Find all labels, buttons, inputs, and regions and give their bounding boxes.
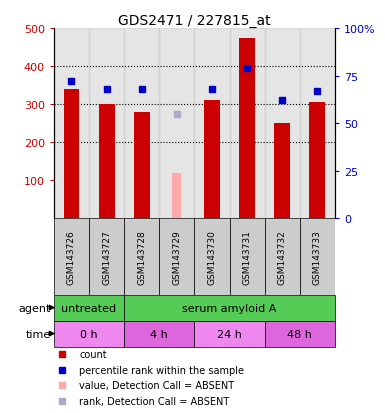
- Bar: [264, 29, 300, 219]
- Text: GSM143733: GSM143733: [313, 230, 322, 284]
- Bar: [194, 29, 229, 219]
- Bar: [54, 219, 89, 295]
- Bar: [310, 103, 325, 219]
- Bar: [89, 219, 124, 295]
- Bar: [172, 173, 181, 219]
- Text: 24 h: 24 h: [217, 329, 242, 339]
- Bar: [264, 219, 300, 295]
- Text: 48 h: 48 h: [287, 329, 312, 339]
- Text: GSM143726: GSM143726: [67, 230, 76, 284]
- Text: GSM143729: GSM143729: [172, 230, 181, 284]
- Text: 4 h: 4 h: [151, 329, 168, 339]
- Text: rank, Detection Call = ABSENT: rank, Detection Call = ABSENT: [79, 396, 229, 406]
- Text: untreated: untreated: [62, 303, 117, 313]
- Text: GSM143728: GSM143728: [137, 230, 146, 284]
- Text: 0 h: 0 h: [80, 329, 98, 339]
- Title: GDS2471 / 227815_at: GDS2471 / 227815_at: [118, 14, 271, 28]
- Bar: [229, 219, 265, 295]
- Text: agent: agent: [19, 303, 51, 313]
- Bar: [89, 29, 124, 219]
- Bar: [229, 29, 265, 219]
- Bar: [124, 29, 159, 219]
- Text: serum amyloid A: serum amyloid A: [182, 303, 277, 313]
- Bar: [99, 105, 114, 219]
- Bar: [159, 29, 194, 219]
- Text: value, Detection Call = ABSENT: value, Detection Call = ABSENT: [79, 380, 234, 391]
- Bar: [239, 38, 255, 219]
- Bar: [159, 219, 194, 295]
- Text: GSM143732: GSM143732: [278, 230, 287, 284]
- Text: count: count: [79, 349, 107, 359]
- Text: GSM143731: GSM143731: [243, 230, 252, 284]
- Bar: [124, 295, 335, 321]
- Bar: [54, 29, 89, 219]
- Bar: [134, 112, 150, 219]
- Bar: [265, 321, 335, 347]
- Bar: [194, 321, 265, 347]
- Text: time: time: [26, 329, 51, 339]
- Bar: [194, 219, 229, 295]
- Text: GSM143730: GSM143730: [208, 230, 216, 284]
- Bar: [124, 321, 194, 347]
- Text: GSM143727: GSM143727: [102, 230, 111, 284]
- Bar: [124, 219, 159, 295]
- Text: percentile rank within the sample: percentile rank within the sample: [79, 365, 244, 375]
- Bar: [300, 29, 335, 219]
- Bar: [64, 90, 79, 219]
- Bar: [275, 124, 290, 219]
- Bar: [300, 219, 335, 295]
- Bar: [54, 321, 124, 347]
- Bar: [54, 295, 124, 321]
- Bar: [204, 101, 220, 219]
